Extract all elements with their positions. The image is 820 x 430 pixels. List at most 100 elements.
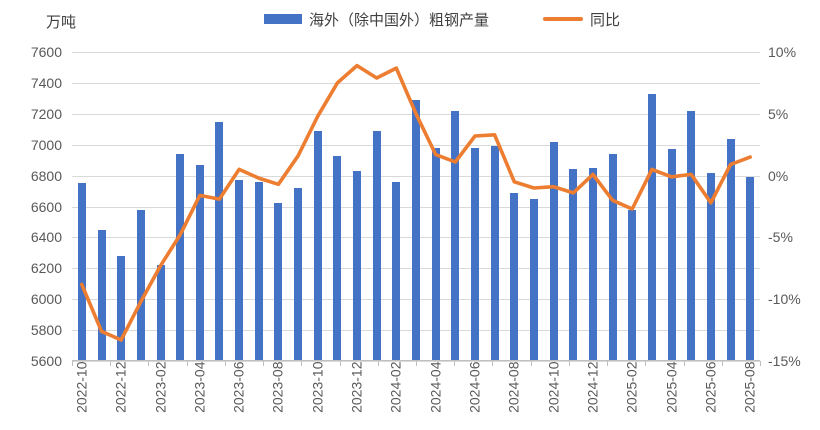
x-axis-tickmark [607, 361, 609, 366]
bar-2024-03 [412, 99, 420, 361]
left-axis-tick-label: 6200 [30, 260, 62, 277]
left-axis-tick-labels: 7600 7400 7200 7000 6800 6600 6400 6200 6000 5800… [0, 44, 62, 369]
x-axis-tickmark [148, 361, 150, 366]
bar-2025-01 [608, 154, 617, 361]
right-axis-tick-label: -10% [768, 291, 801, 308]
bar-2024-09 [529, 198, 538, 361]
left-axis-tick-label: 7600 [30, 44, 62, 60]
x-axis-tickmark [301, 361, 303, 366]
x-axis-label-2023-08: 2023-08 [269, 361, 286, 413]
x-axis-label-2022-12: 2022-12 [112, 361, 129, 413]
bar-2023-06 [235, 180, 244, 361]
bar-series-swatch [264, 14, 302, 24]
bar-2025-04 [667, 149, 676, 361]
right-axis-tick-label: -5% [768, 229, 793, 246]
x-axis-line [72, 360, 760, 361]
x-axis-label-2025-02: 2025-02 [623, 361, 640, 413]
x-axis-tickmark [645, 361, 647, 366]
x-axis-tickmark [110, 361, 112, 366]
line-series-swatch [543, 16, 584, 22]
bar-2023-09 [294, 188, 303, 361]
right-axis-tick-label: 10% [768, 44, 797, 60]
x-axis-tickmark [683, 361, 685, 366]
x-axis-tickmark [339, 361, 341, 366]
bar-2025-02 [628, 209, 637, 361]
x-axis-label-2023-10: 2023-10 [309, 361, 326, 413]
bar-2023-05 [215, 121, 224, 361]
bar-2024-01 [372, 130, 381, 361]
x-axis-tickmark [263, 361, 265, 366]
left-axis-tick-label: 6800 [30, 167, 62, 184]
bar-2024-10 [549, 141, 558, 361]
x-axis-label-2023-06: 2023-06 [230, 361, 247, 413]
left-axis-tick-label: 5600 [30, 353, 62, 369]
x-axis-label-2024-08: 2024-08 [505, 361, 522, 413]
x-axis-label-2022-10: 2022-10 [73, 361, 90, 413]
gridline [72, 82, 760, 84]
bar-2024-07 [490, 146, 499, 361]
bar-2024-08 [510, 192, 519, 361]
bar-2025-03 [647, 93, 656, 361]
yoy-line-series [80, 63, 753, 342]
bar-2024-04 [431, 147, 440, 361]
x-axis-tickmark [186, 361, 188, 366]
bar-2023-04 [195, 164, 204, 361]
bar-series-legend-label: 海外（除中国外）粗钢产量 [309, 11, 490, 29]
x-axis-label-2025-04: 2025-04 [663, 361, 679, 413]
bar-2023-10 [313, 130, 322, 361]
x-axis: 2022-10 2022-12 2023-02 2023-04 2023-06 2023-… [72, 361, 761, 429]
bar-2023-03 [176, 154, 185, 361]
x-axis-tickmark [492, 361, 494, 366]
x-axis-tickmark [416, 361, 417, 366]
x-axis-tickmark [224, 361, 226, 366]
x-axis-tickmark [568, 361, 570, 366]
gridline [72, 52, 760, 53]
left-axis-tick-label: 5800 [30, 322, 62, 339]
bar-2023-08 [274, 203, 283, 361]
x-axis-tickmark [530, 361, 532, 366]
x-axis-label-2025-06: 2025-06 [702, 361, 719, 413]
bar-2024-05 [451, 110, 460, 361]
x-axis-label-2024-10: 2024-10 [545, 361, 562, 413]
x-axis-label-2025-08: 2025-08 [741, 361, 758, 413]
left-axis-tick-label: 7000 [30, 136, 62, 153]
line-series-legend-label: 同比 [590, 11, 621, 29]
bar-2023-11 [333, 155, 342, 361]
x-axis-label-2023-12: 2023-12 [348, 361, 365, 413]
x-axis-label-2023-04: 2023-04 [191, 361, 208, 413]
right-axis-tick-labels: 10% 5% 0% -5% -10% -15% [768, 44, 818, 369]
bar-2025-08 [746, 177, 755, 361]
left-axis-tick-label: 7200 [30, 105, 62, 122]
x-axis-tickmark [721, 361, 723, 366]
x-axis-label-2024-02: 2024-02 [387, 361, 404, 413]
bar-2023-01 [136, 209, 145, 361]
bar-2023-12 [353, 171, 361, 361]
bar-2025-05 [687, 110, 696, 361]
x-axis-label-2024-06: 2024-06 [466, 361, 483, 413]
x-axis-label-2024-04: 2024-04 [427, 361, 444, 413]
bar-2024-06 [471, 147, 479, 361]
bar-2022-11 [97, 229, 106, 361]
x-axis-tickmark [454, 361, 456, 366]
left-axis-tick-label: 6000 [30, 291, 62, 308]
x-axis-tickmark [760, 361, 761, 366]
left-axis-unit-label: 万吨 [46, 14, 77, 31]
bar-2025-07 [726, 138, 735, 361]
x-axis-tickmark [377, 361, 379, 366]
bar-2023-07 [254, 181, 263, 361]
right-axis-tick-label: -15% [768, 353, 801, 369]
bar-2022-12 [117, 255, 126, 361]
left-axis-tick-label: 6400 [30, 229, 62, 246]
bar-2024-12 [588, 167, 597, 361]
x-axis-tickmark [72, 361, 73, 366]
legend: 海外（除中国外）粗钢产量 同比 [264, 9, 620, 29]
yoy-polyline [80, 63, 753, 342]
bar-2024-02 [392, 181, 401, 361]
right-axis-tick-label: 0% [768, 167, 789, 184]
bar-2025-06 [706, 172, 715, 361]
bar-2023-02 [156, 265, 165, 361]
left-axis-tick-label: 6600 [30, 198, 62, 215]
bar-2022-10 [77, 183, 86, 361]
x-axis-label-2024-12: 2024-12 [584, 361, 601, 413]
